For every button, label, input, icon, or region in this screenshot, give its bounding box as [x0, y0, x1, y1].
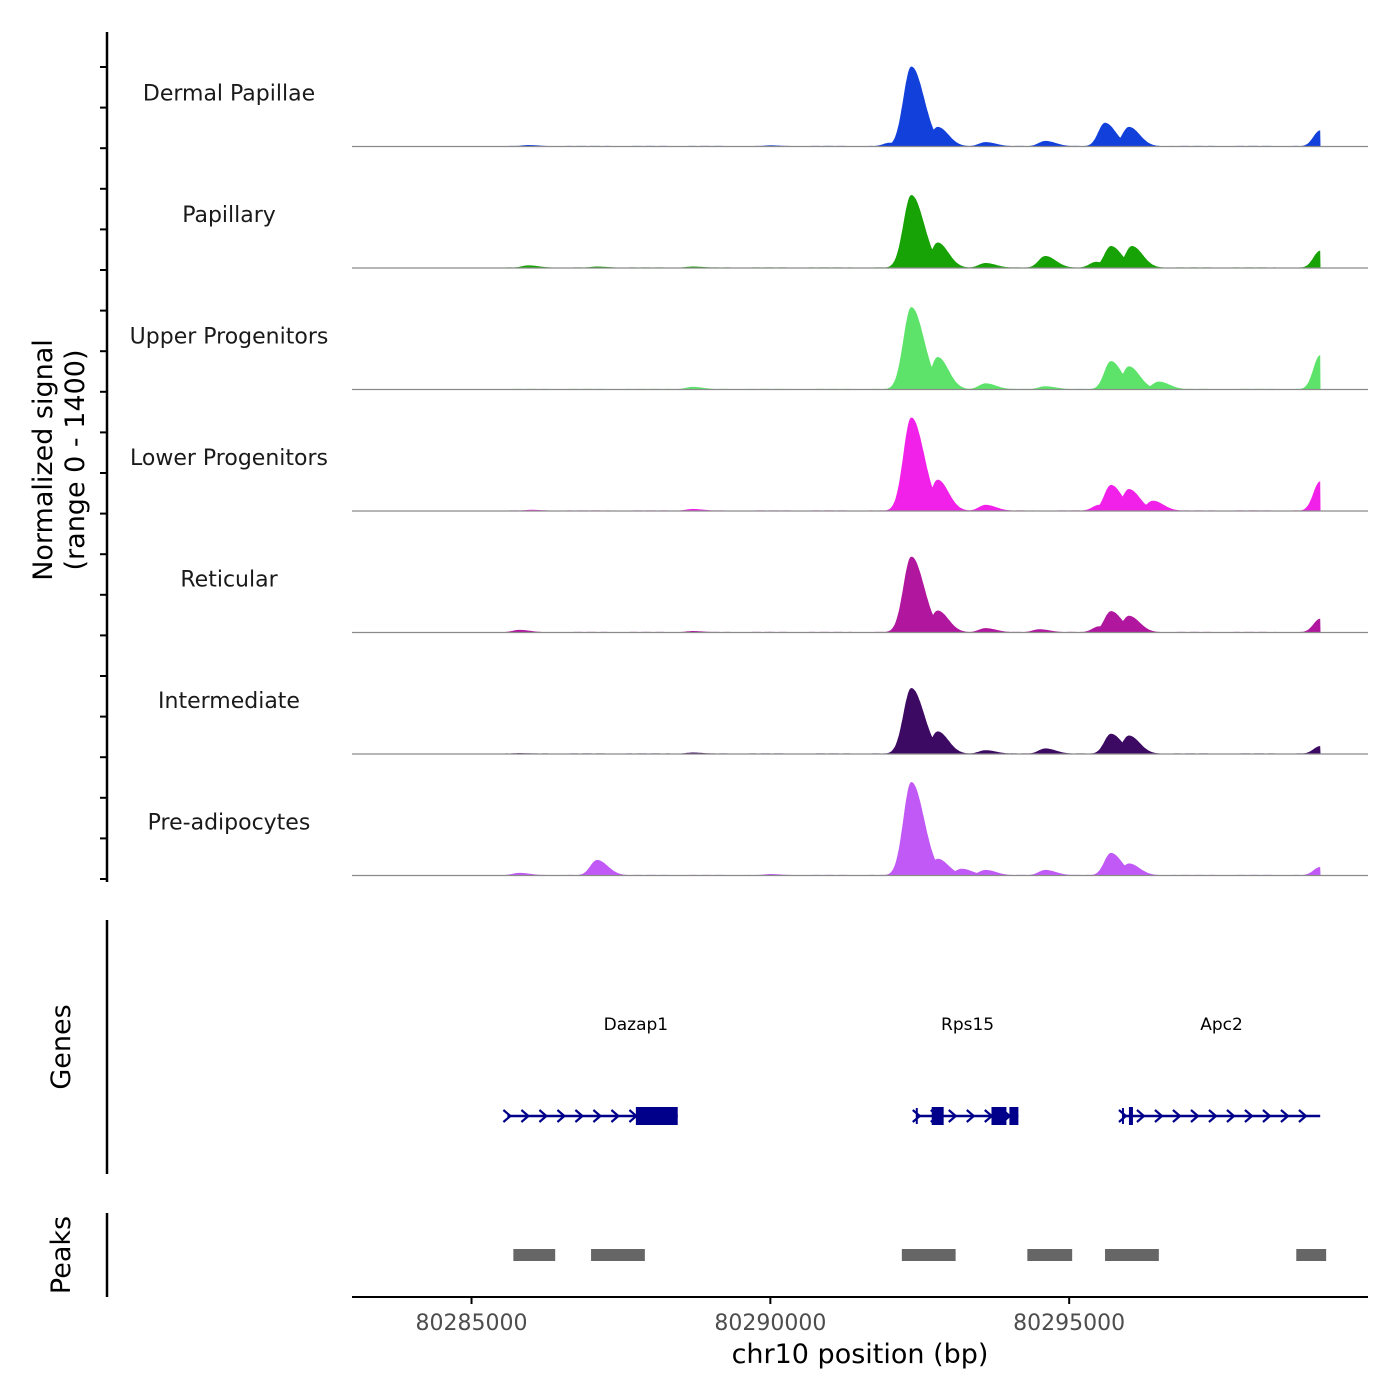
x-axis-title: chr10 position (bp) — [732, 1339, 989, 1370]
track-reticular: Reticular — [180, 556, 1368, 634]
peak-region — [591, 1249, 645, 1261]
gene-exon — [931, 1107, 944, 1125]
signal-area — [489, 556, 1321, 633]
track-label: Papillary — [182, 203, 276, 228]
y-axis-title-line2: (range 0 - 1400) — [60, 350, 91, 571]
gene-label: Apc2 — [1200, 1015, 1243, 1035]
signal-area — [489, 66, 1321, 147]
gene-strand-chevron — [592, 1109, 603, 1123]
signal-area — [489, 782, 1321, 876]
track-upper-progenitors: Upper Progenitors — [130, 307, 1368, 391]
gene-strand-chevron — [1136, 1109, 1146, 1123]
gene-strand-chevron — [1262, 1109, 1272, 1123]
signal-area — [489, 417, 1321, 512]
gene-exon — [991, 1107, 1007, 1125]
y-axis-title-line1: Normalized signal — [28, 339, 59, 581]
track-intermediate: Intermediate — [158, 688, 1368, 755]
gene-strand-chevron — [538, 1109, 549, 1123]
peak-region — [1105, 1249, 1159, 1261]
gene-strand-chevron — [1190, 1109, 1200, 1123]
gene-strand-chevron — [1172, 1109, 1182, 1123]
gene-strand-chevron — [1226, 1109, 1236, 1123]
gene-track: Dazap1 Rps15 Apc2 — [502, 1015, 1321, 1125]
track-dermal-papillae: Dermal Papillae — [143, 66, 1368, 148]
track-pre-adipocytes: Pre-adipocytes — [148, 782, 1368, 877]
track-label: Pre-adipocytes — [148, 811, 311, 836]
track-label: Upper Progenitors — [130, 325, 329, 350]
track-label: Intermediate — [158, 689, 300, 714]
signal-tracks: Dermal Papillae Papillary Upper Progenitor… — [130, 66, 1368, 877]
gene-strand-chevron — [502, 1109, 513, 1123]
gene-exon — [635, 1107, 678, 1125]
gene-exon — [1128, 1107, 1133, 1125]
peaks-axis-title: Peaks — [46, 1216, 77, 1294]
peak-region — [901, 1249, 956, 1261]
track-label: Reticular — [180, 568, 278, 593]
x-axis-ticks: 80285000 80290000 80295000 — [416, 1297, 1125, 1336]
gene-strand-chevron — [610, 1109, 621, 1123]
gene-strand-chevron — [912, 1109, 922, 1123]
gene-label: Dazap1 — [604, 1015, 668, 1035]
peak-region — [513, 1249, 556, 1261]
gene-apc2: Apc2 — [1118, 1015, 1321, 1125]
genes-axis-title: Genes — [46, 1004, 77, 1089]
gene-label: Rps15 — [941, 1015, 994, 1035]
gene-strand-chevron — [948, 1109, 958, 1123]
gene-strand-chevron — [574, 1109, 585, 1123]
x-tick-label: 80285000 — [416, 1311, 528, 1336]
x-tick-label: 80290000 — [714, 1311, 826, 1336]
gene-strand-chevron — [1298, 1109, 1308, 1123]
gene-strand-chevron — [1208, 1109, 1218, 1123]
signal-y-axis-ticks — [100, 66, 107, 880]
track-lower-progenitors: Lower Progenitors — [130, 417, 1368, 512]
track-label: Dermal Papillae — [143, 82, 315, 107]
signal-area — [489, 195, 1321, 269]
track-papillary: Papillary — [182, 195, 1368, 269]
gene-rps15: Rps15 — [912, 1015, 1019, 1125]
gene-dazap1: Dazap1 — [502, 1015, 678, 1125]
signal-area — [489, 688, 1321, 755]
peak-region — [1296, 1249, 1327, 1261]
gene-strand-chevron — [1244, 1109, 1254, 1123]
peak-region — [1027, 1249, 1073, 1261]
gene-exon — [1009, 1107, 1019, 1125]
track-label: Lower Progenitors — [130, 446, 328, 471]
gene-strand-chevron — [1118, 1109, 1128, 1123]
gene-strand-chevron — [966, 1109, 976, 1123]
gene-strand-chevron — [556, 1109, 567, 1123]
gene-strand-chevron — [1154, 1109, 1164, 1123]
gene-strand-chevron — [520, 1109, 531, 1123]
signal-area — [489, 307, 1321, 390]
x-tick-label: 80295000 — [1013, 1311, 1125, 1336]
peak-track — [513, 1249, 1327, 1261]
gene-strand-chevron — [1280, 1109, 1290, 1123]
